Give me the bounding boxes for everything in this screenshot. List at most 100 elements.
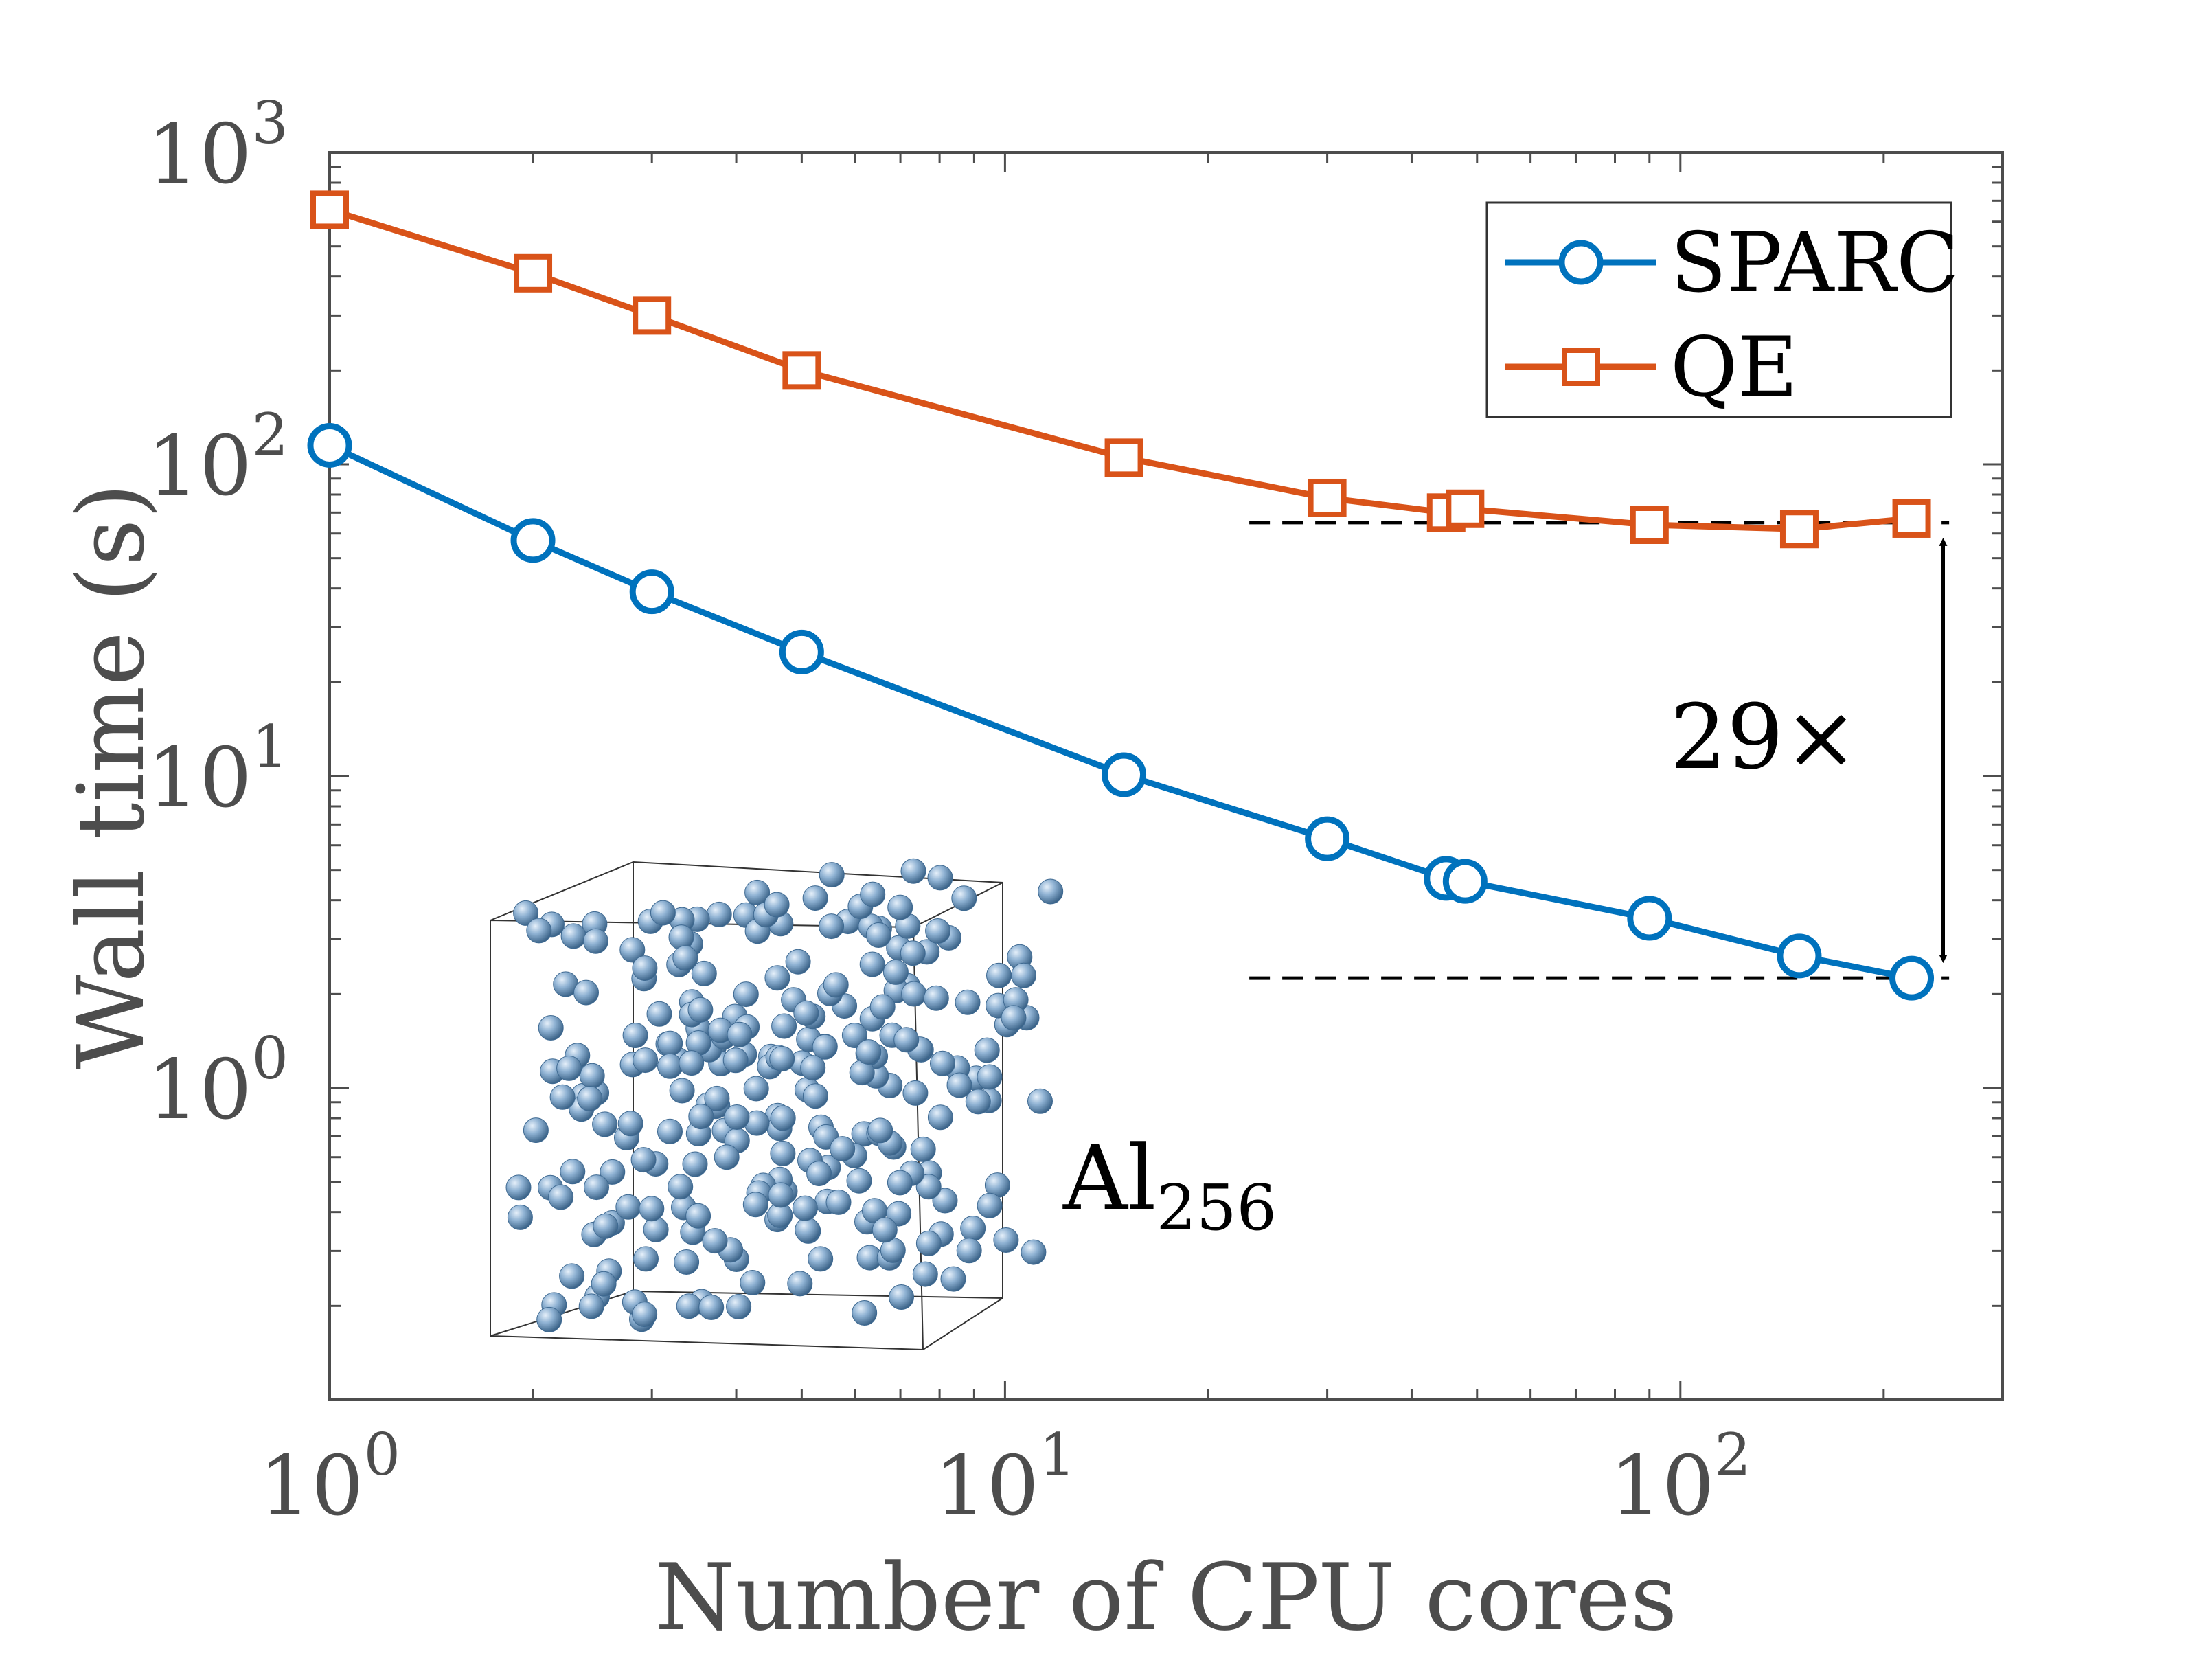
atom [764,892,790,918]
atom-cluster [505,858,1064,1332]
atom [887,1170,913,1196]
atom [591,1271,617,1297]
atom [927,865,953,891]
atom [706,901,732,927]
atom [882,959,909,985]
atom [548,1184,574,1210]
atom [946,1072,972,1098]
atom [1011,962,1036,988]
atom [622,1023,648,1048]
atom [724,1104,750,1130]
data-point-square [782,351,821,390]
atom [923,985,949,1011]
atom [869,994,896,1020]
atom [592,1111,618,1137]
atom [578,1293,604,1319]
atom [955,989,981,1015]
minor-ticks [330,152,2004,1400]
y-tick-label: 101 [147,713,288,826]
atom [986,962,1012,988]
atom [672,945,698,971]
data-point-circle [1305,816,1350,861]
atom [577,1086,603,1111]
atom [657,1053,683,1079]
atom [727,1021,753,1047]
atom [1001,1005,1027,1031]
atom [932,1188,958,1214]
x-tick-label: 100 [259,1421,400,1534]
atom [676,1293,702,1319]
atom [872,1217,898,1243]
x-tick-labels: 100 101 102 [259,1421,1751,1534]
atom [902,1080,929,1106]
atom [615,1194,641,1220]
atom [617,1111,643,1137]
data-point-square [1104,438,1143,477]
atom [1038,878,1064,905]
x-tick-label: 101 [934,1421,1075,1534]
atom [965,1089,991,1115]
atom [852,1300,878,1326]
series-sparc [307,422,1935,1001]
atom [900,940,926,966]
atom [726,1293,752,1319]
data-point-square [514,253,553,293]
legend-label: QE [1670,320,1798,416]
inset-label-subscript: 256 [1156,1171,1277,1245]
atom [630,1147,657,1173]
atom [893,1027,920,1053]
atom [764,965,790,991]
atom [910,1136,936,1162]
y-axis-label: Wall time (s) [58,483,165,1069]
atom [682,1151,708,1177]
atom [900,858,926,884]
atom [860,881,886,907]
legend-marker-square [1562,348,1600,386]
atom [742,1192,768,1218]
data-point-square [633,296,672,335]
inset-label-base: Al [1062,1126,1156,1230]
atom [632,955,658,981]
atom [704,1085,730,1111]
atom [744,879,771,905]
data-point-circle [1442,859,1488,904]
atom [559,1263,585,1289]
atom [674,1249,700,1275]
data-point-square [1308,478,1347,517]
x-tick-label: 102 [1610,1421,1751,1534]
atom [538,1015,564,1041]
data-point-square [1892,499,1931,538]
atom [819,913,845,940]
atom [793,1000,819,1026]
atom [859,951,885,977]
x-axis-label: Number of CPU cores [655,1544,1678,1651]
atom [556,1055,582,1081]
atom [507,1204,533,1230]
atom [792,1195,818,1221]
atom [560,1159,586,1185]
atom [927,1104,953,1131]
atom [770,1105,796,1131]
atom [841,1023,867,1048]
atom [802,1083,828,1109]
atom [650,900,676,926]
atom [714,1144,740,1170]
atom [925,918,951,944]
atom [633,1246,659,1272]
atom [825,1189,852,1215]
atom [912,1261,938,1287]
atom [668,924,694,951]
data-point-circle [629,569,674,615]
atom [889,1284,914,1310]
atom [956,1238,982,1264]
atom [560,923,586,949]
data-point-circle [779,629,824,674]
data-point-circle [510,518,556,563]
atom [668,1174,694,1200]
data-point-square [1779,510,1819,549]
atom [785,949,811,975]
atom [573,979,599,1006]
legend-item-sparc: SPARC [1505,216,1959,311]
